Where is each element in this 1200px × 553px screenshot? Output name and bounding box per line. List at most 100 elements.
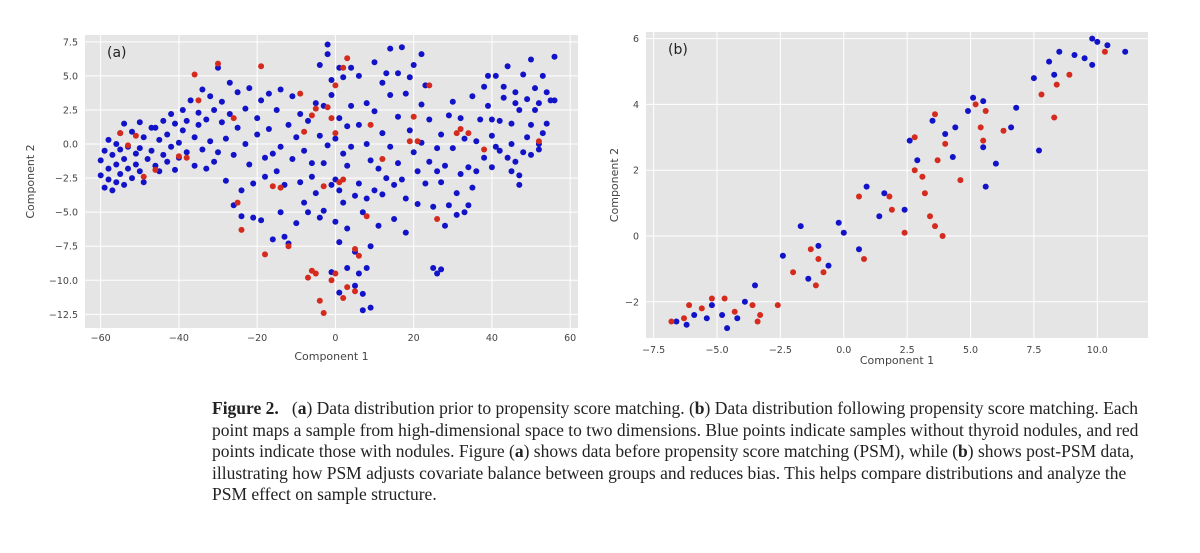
blue-point: [516, 172, 523, 179]
blue-point: [324, 142, 331, 149]
blue-point: [473, 168, 480, 175]
blue-point: [336, 289, 343, 296]
blue-point: [355, 270, 362, 277]
blue-point: [442, 162, 448, 169]
y-tick-label: −12.5: [49, 310, 78, 321]
blue-point: [457, 171, 464, 177]
blue-point: [539, 72, 546, 79]
blue-point: [238, 213, 245, 220]
blue-point: [741, 298, 748, 305]
red-point: [886, 193, 893, 200]
blue-point: [395, 70, 401, 77]
blue-point: [355, 72, 362, 79]
blue-point: [179, 107, 186, 113]
red-point: [426, 82, 433, 89]
blue-point: [125, 165, 131, 172]
blue-point: [211, 107, 218, 113]
blue-point: [500, 83, 507, 90]
blue-point: [316, 132, 323, 139]
blue-point: [481, 83, 488, 90]
blue-point: [543, 89, 550, 96]
blue-point: [172, 166, 178, 173]
x-tick-label: 7.5: [1026, 345, 1041, 356]
y-tick-label: 2.5: [63, 105, 78, 116]
blue-point: [445, 202, 452, 209]
red-point: [117, 130, 124, 137]
blue-point: [336, 115, 343, 122]
red-point: [215, 60, 221, 67]
red-point: [708, 295, 715, 302]
red-point: [297, 90, 304, 97]
red-point: [367, 121, 374, 128]
scatter-panel-b: −7.5 −5.0 −2.5 0.0 2.5 5.0 7.5 10.0 −2 0 2 4 6 (b) Com…: [608, 32, 1148, 367]
x-tick-label: −2.5: [769, 345, 792, 356]
blue-point: [355, 121, 362, 128]
blue-point: [703, 315, 710, 322]
blue-point: [1051, 71, 1058, 78]
x-tick-label: −7.5: [642, 345, 665, 356]
x-tick-label: 5.0: [963, 345, 978, 356]
blue-point: [348, 102, 355, 109]
blue-point: [465, 164, 472, 171]
blue-point: [289, 156, 296, 162]
red-point: [911, 167, 918, 174]
red-point: [698, 305, 705, 312]
y-tick-label: 7.5: [63, 37, 78, 48]
red-point: [1051, 114, 1058, 121]
red-point: [790, 269, 797, 276]
red-point: [757, 312, 764, 318]
blue-point: [528, 56, 534, 63]
blue-point: [379, 191, 386, 198]
blue-point: [273, 168, 280, 175]
blue-point: [524, 96, 531, 103]
blue-point: [371, 187, 378, 194]
blue-point: [367, 243, 374, 250]
blue-point: [246, 161, 253, 168]
blue-point: [246, 85, 253, 92]
blue-point: [398, 176, 405, 183]
blue-point: [477, 116, 484, 123]
blue-point: [387, 92, 394, 98]
x-tick-label: 10.0: [1087, 345, 1108, 356]
red-point: [332, 82, 339, 89]
red-point: [152, 166, 159, 173]
figure-plots: −60 −40 −20 0 20 40 60−12.5−10.0−7.5−5.0−2.50.…: [24, 32, 1148, 367]
red-point: [901, 229, 908, 236]
panel-label: (b): [668, 42, 688, 58]
blue-point: [724, 325, 731, 332]
blue-point: [340, 199, 347, 206]
red-point: [754, 318, 761, 325]
blue-point: [410, 62, 417, 68]
blue-point: [129, 175, 135, 182]
blue-point: [805, 275, 812, 282]
blue-point: [316, 62, 323, 68]
blue-point: [379, 130, 386, 137]
blue-point: [363, 195, 370, 202]
red-point: [957, 177, 964, 184]
red-point: [681, 315, 687, 322]
blue-point: [461, 209, 468, 216]
blue-point: [375, 165, 382, 172]
blue-point: [352, 282, 358, 289]
blue-point: [160, 151, 167, 158]
red-point: [1000, 127, 1007, 134]
blue-point: [708, 302, 715, 309]
x-tick-label: 0: [332, 333, 338, 344]
blue-point: [344, 123, 351, 130]
blue-point: [207, 138, 214, 145]
blue-point: [113, 179, 120, 186]
blue-point: [305, 209, 311, 216]
x-tick-label: 40: [486, 333, 498, 344]
blue-point: [183, 149, 190, 156]
blue-point: [328, 181, 335, 188]
x-tick-label: 0.0: [836, 345, 851, 356]
blue-point: [312, 190, 319, 197]
blue-point: [512, 158, 519, 165]
red-point: [686, 302, 693, 309]
red-point: [731, 308, 738, 315]
red-point: [301, 128, 308, 135]
blue-point: [1036, 147, 1042, 154]
blue-point: [952, 124, 959, 131]
blue-point: [164, 158, 171, 165]
blue-point: [109, 151, 116, 158]
